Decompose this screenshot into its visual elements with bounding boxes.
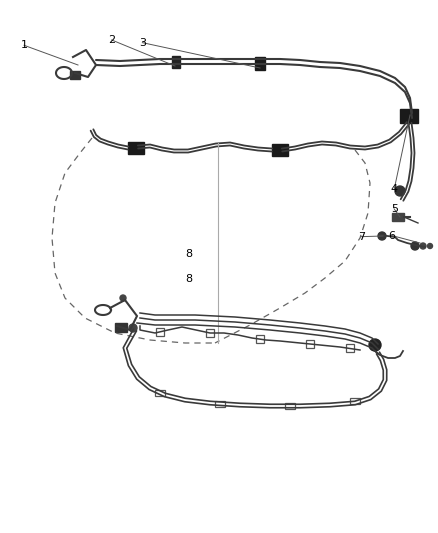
Circle shape [395, 186, 405, 196]
Circle shape [120, 295, 126, 301]
Bar [215, 401, 225, 407]
Bar [206, 329, 214, 337]
Circle shape [369, 339, 381, 351]
Text: 4: 4 [391, 184, 398, 194]
Text: 5: 5 [391, 204, 398, 214]
Text: 3: 3 [139, 38, 146, 47]
Bar [400, 109, 418, 123]
Circle shape [420, 243, 426, 249]
Circle shape [411, 242, 419, 250]
Text: 6: 6 [389, 231, 396, 240]
Circle shape [378, 232, 386, 240]
Bar [256, 335, 264, 343]
Bar [392, 213, 404, 221]
Circle shape [427, 244, 432, 248]
Bar [128, 142, 144, 154]
Bar [172, 56, 180, 68]
Bar [155, 390, 165, 396]
Bar [346, 344, 354, 352]
Bar [285, 403, 295, 409]
Bar [255, 57, 265, 70]
Text: 7: 7 [358, 232, 365, 241]
Circle shape [129, 324, 137, 332]
Text: 2: 2 [108, 35, 115, 45]
Bar [306, 340, 314, 348]
Bar [115, 323, 127, 332]
Text: 8: 8 [185, 249, 192, 259]
Bar [156, 328, 164, 336]
Bar [70, 71, 80, 79]
Text: 8: 8 [185, 274, 192, 284]
Bar [350, 398, 360, 404]
Text: 1: 1 [21, 41, 28, 50]
Bar [272, 144, 288, 156]
